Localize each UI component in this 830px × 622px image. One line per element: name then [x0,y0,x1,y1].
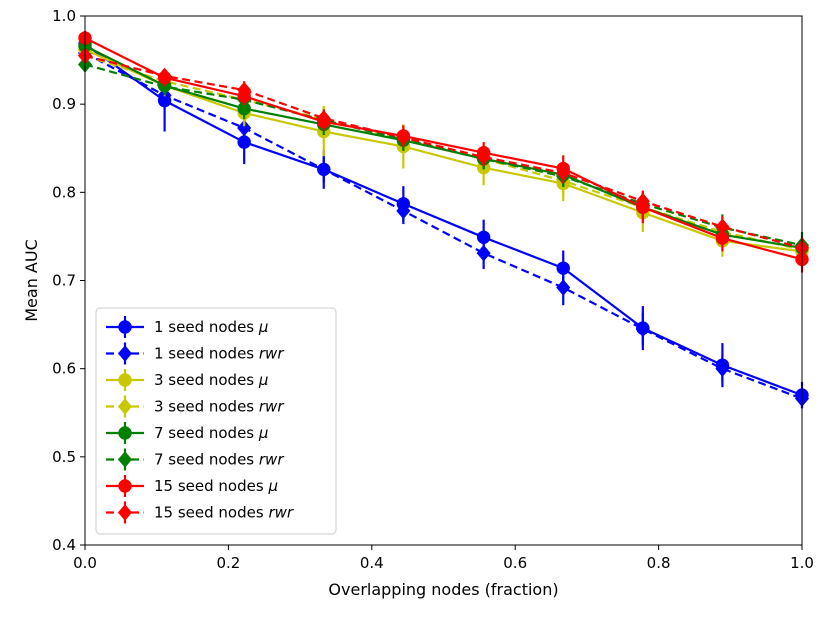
series-7 [78,30,809,273]
x-tick-label: 0.0 [73,554,97,572]
legend-entry: 15 seed nodes rwr [106,501,294,524]
series-line [84,37,803,261]
data-point [476,148,491,166]
x-tick-label: 0.2 [216,554,240,572]
legend-method: μ [258,371,269,389]
x-tick-label: 0.4 [360,554,384,572]
series-line [84,63,803,247]
data-point [157,67,172,85]
series-line [84,43,803,397]
series-8 [77,47,810,259]
legend-label: 7 seed nodes rwr [154,451,284,469]
legend-series-name: 7 seed nodes [154,451,259,469]
legend-method: rwr [259,345,284,363]
x-axis-label: Overlapping nodes (fraction) [328,580,558,599]
data-point [316,161,331,178]
legend-box [95,307,337,535]
data-point [396,129,411,146]
legend-series-name: 3 seed nodes [154,371,259,389]
legend-label: 3 seed nodes rwr [154,398,284,416]
data-point [635,192,650,210]
legend-label: 15 seed nodes μ [154,477,278,495]
legend-marker [118,426,132,440]
legend-label: 3 seed nodes μ [154,371,268,389]
legend-method: μ [258,318,269,336]
legend-label: 15 seed nodes rwr [154,504,294,522]
legend-label: 7 seed nodes μ [154,424,268,442]
data-point [556,279,571,296]
data-point [476,244,491,262]
legend-entry: 15 seed nodes μ [106,475,278,497]
series-line [84,54,803,249]
series-2 [77,44,810,408]
y-axis-label: Mean AUC [22,239,41,322]
legend-series-name: 1 seed nodes [154,318,259,336]
legend-series-name: 15 seed nodes [154,477,268,495]
x-tick-label: 0.8 [647,554,671,572]
legend-label: 1 seed nodes μ [154,318,268,336]
y-tick-label: 0.8 [52,183,76,201]
data-point [237,81,252,99]
legend-marker [118,320,132,334]
legend-method: μ [267,477,278,495]
series-5 [78,37,809,257]
legend-marker [117,345,133,362]
y-tick-label: 0.9 [52,95,76,113]
data-point [396,202,411,220]
legend-method: rwr [268,504,293,522]
data-point [715,218,730,235]
legend-label: 1 seed nodes rwr [154,345,284,363]
series-layer [77,30,810,409]
legend-series-name: 1 seed nodes [154,345,259,363]
data-point [635,320,650,338]
data-point [556,164,571,182]
legend-entry: 7 seed nodes μ [106,422,268,444]
axes-layer: 0.0 0.2 0.4 0.6 0.8 1.0 0.4 0.5 0.6 0.7 0.8 0.9 1.0 [52,7,814,572]
legend-marker [117,504,133,521]
legend-marker [117,451,133,468]
legend-entry: 1 seed nodes μ [106,316,268,338]
legend-marker [118,479,132,493]
legend-entry: 1 seed nodes rwr [106,342,284,365]
series-line [84,54,803,251]
legend-method: μ [258,424,269,442]
legend-series-name: 7 seed nodes [154,424,259,442]
legend-entry: 7 seed nodes rwr [106,448,284,471]
legend-entry: 3 seed nodes μ [106,369,268,391]
series-line [84,52,803,400]
y-tick-label: 0.5 [52,448,76,466]
y-tick-label: 0.4 [52,536,76,554]
y-tick-label: 0.7 [52,272,76,290]
legend-marker [117,398,133,415]
y-tick-label: 0.6 [52,360,76,378]
series-line [84,48,803,253]
legend-series-name: 15 seed nodes [154,504,268,522]
legend-method: rwr [259,398,284,416]
y-tick-label: 1.0 [52,7,76,25]
legend-entry: 3 seed nodes rwr [106,395,284,418]
data-point [237,119,252,137]
data-point [715,360,730,377]
legend-marker [118,373,132,387]
x-tick-label: 0.6 [503,554,527,572]
legend-method: rwr [259,451,284,469]
legend-series-name: 3 seed nodes [154,398,259,416]
x-tick-label: 1.0 [790,554,814,572]
data-point [316,110,331,127]
